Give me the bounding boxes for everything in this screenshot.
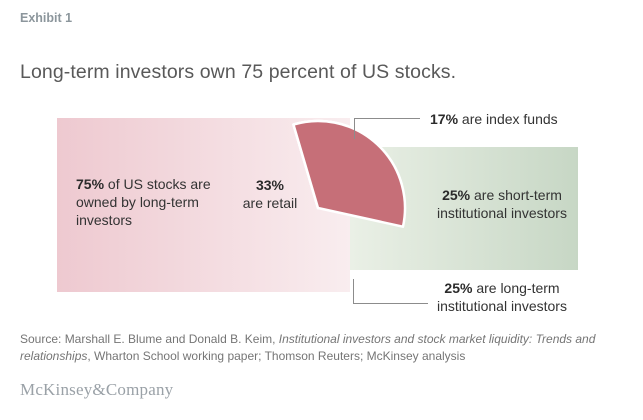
exhibit-number-label: Exhibit 1 (20, 11, 73, 25)
short-term-label: 25% are short-term institutional investo… (412, 186, 592, 222)
source-prefix: Source: Marshall E. Blume and Donald B. … (20, 332, 279, 346)
index-funds-value: 17% (430, 111, 459, 127)
long-term-text: are long-term institutional investors (437, 280, 567, 315)
source-citation-italic: Institutional investors and stock market… (20, 332, 596, 363)
source-suffix: , Wharton School working paper; Thomson … (87, 348, 466, 363)
left-band-text: of US stocks are owned by long-term inve… (76, 176, 211, 229)
source-note: Source: Marshall E. Blume and Donald B. … (20, 331, 628, 364)
page-title: Long-term investors own 75 percent of US… (20, 61, 457, 83)
index-funds-callout-line-vertical (354, 118, 355, 139)
retail-slice-label: 33% are retail (223, 176, 317, 212)
mckinsey-logo: McKinsey&Company (20, 380, 174, 399)
short-term-text: are short-term institutional investors (437, 187, 567, 222)
long-term-value: 25% (444, 280, 473, 296)
left-band-label: 75% of US stocks are owned by long-term … (76, 175, 234, 230)
index-funds-text: are index funds (458, 111, 558, 127)
left-band-value: 75% (76, 176, 105, 192)
long-term-callout-line-horizontal (353, 303, 428, 304)
long-term-callout-line-vertical (353, 279, 354, 304)
short-term-value: 25% (442, 187, 471, 203)
long-term-label: 25% are long-term institutional investor… (412, 279, 592, 315)
index-funds-label: 17% are index funds (430, 110, 558, 128)
index-funds-callout-line-horizontal (354, 118, 420, 119)
retail-value: 33% (255, 177, 285, 193)
pie-slice-retail[interactable] (292, 119, 407, 228)
retail-text: are retail (242, 195, 298, 212)
